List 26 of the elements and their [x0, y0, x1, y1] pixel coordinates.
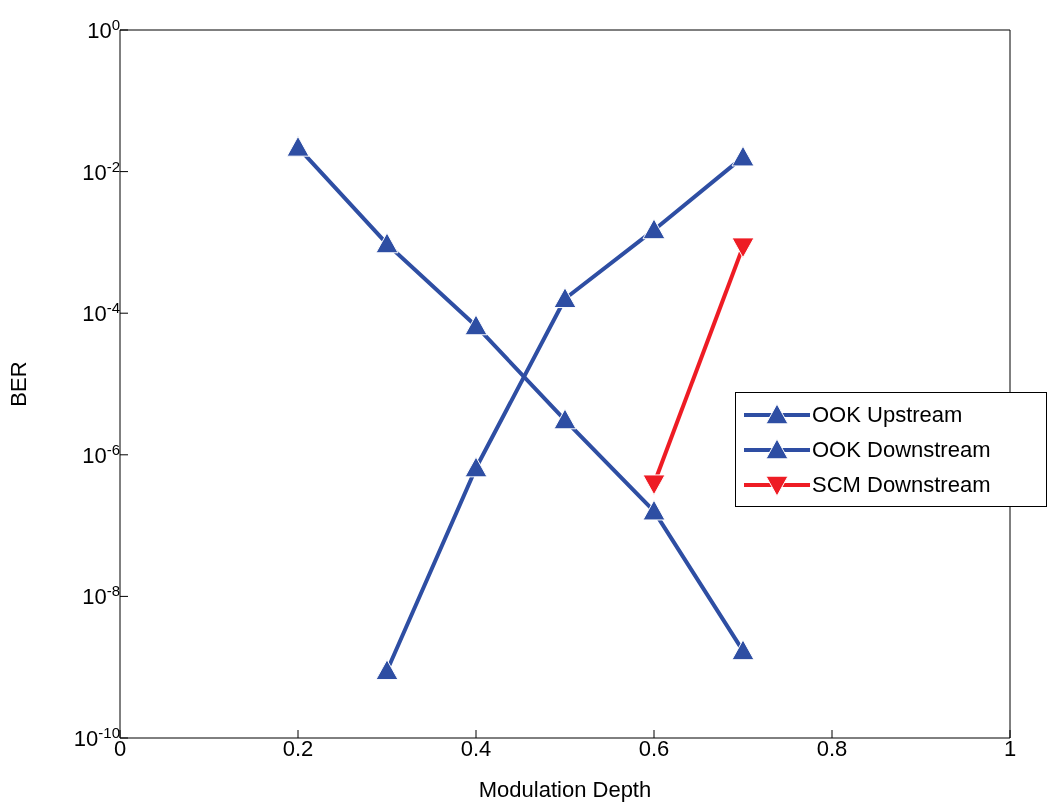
point: [464, 314, 488, 336]
y-tick-label: 10$^{-6}$: [82, 440, 120, 468]
y-tick-label: 10$^{-2}$: [82, 157, 120, 185]
point: [375, 232, 399, 254]
x-axis-title: Modulation Depth: [478, 777, 652, 802]
x-tick-label: 0.2: [282, 735, 314, 761]
y-tick-label: 10$^{0}$: [87, 15, 120, 43]
point: [464, 456, 488, 478]
point: [286, 135, 310, 157]
y-tick-label: 10$^{-4}$: [82, 298, 120, 327]
y-axis-title: BER: [5, 361, 31, 407]
point: [375, 659, 399, 681]
point: [731, 145, 755, 167]
legend-label: OOK Upstream: [812, 401, 963, 428]
point: [642, 499, 666, 521]
point: [642, 218, 666, 240]
x-tick-label: 0.8: [816, 735, 848, 761]
point: [553, 287, 577, 309]
legend-label: OOK Downstream: [812, 436, 991, 463]
y-tick-label: 10$^{-8}$: [82, 581, 120, 610]
point: [553, 408, 577, 430]
point: [731, 639, 755, 661]
x-tick-label: 0.4: [460, 735, 492, 761]
legend-label: SCM Downstream: [812, 471, 991, 498]
x-tick-label: 0.6: [638, 735, 670, 761]
x-tick-label: 1: [1003, 735, 1017, 761]
